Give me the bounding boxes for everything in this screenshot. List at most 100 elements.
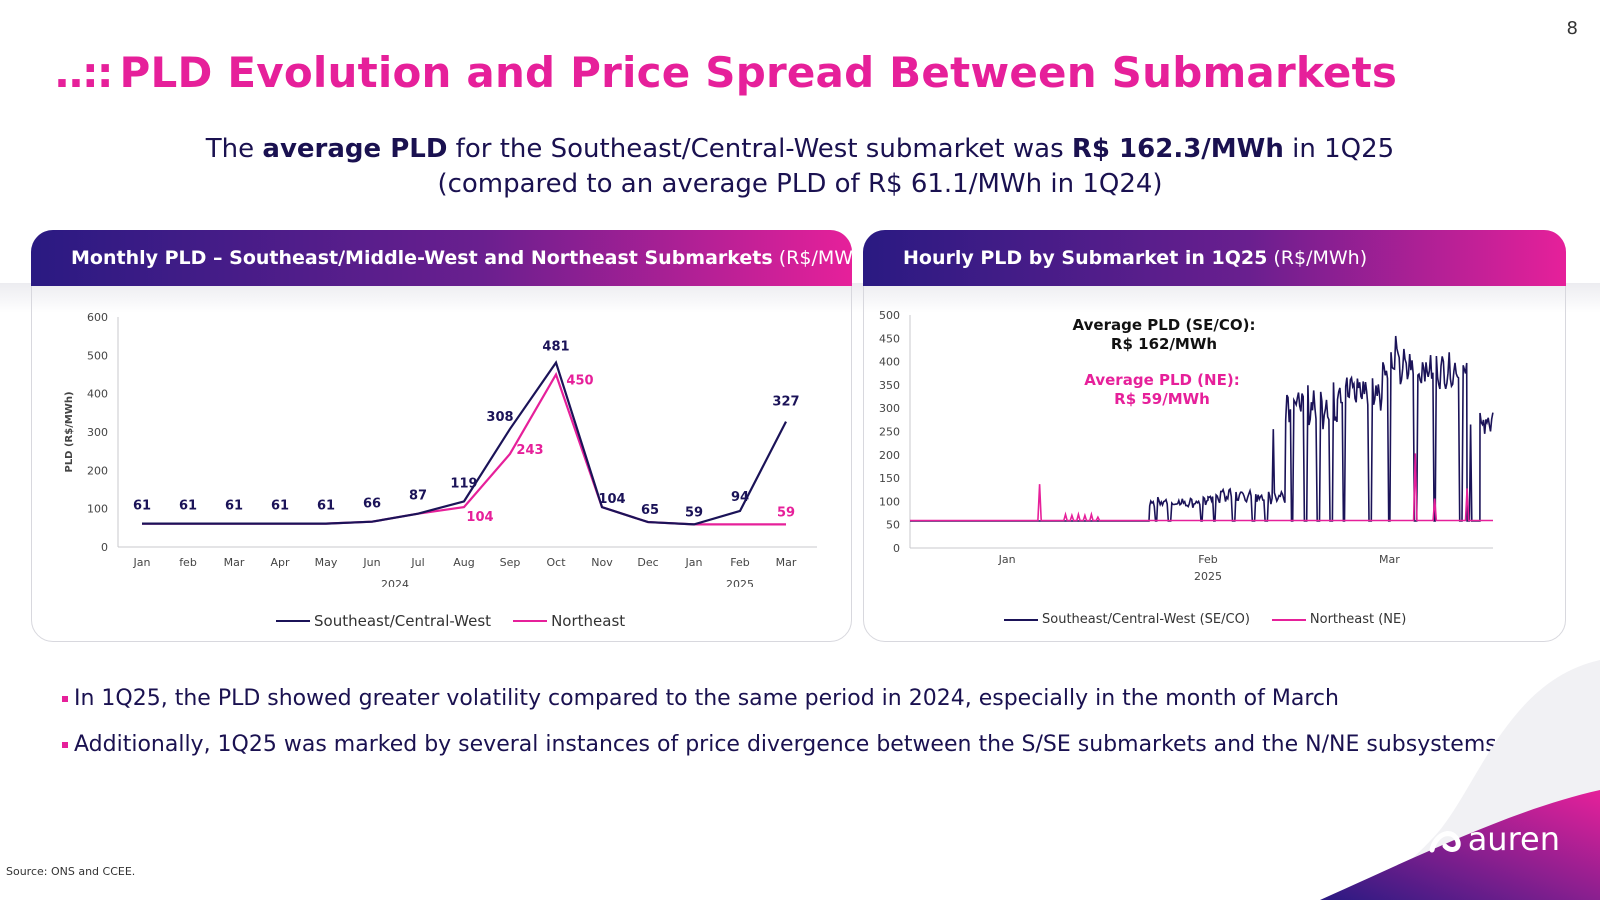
auren-logo-icon bbox=[1429, 831, 1461, 853]
x-tick-label: Jun bbox=[362, 556, 380, 569]
y-tick-label: 400 bbox=[879, 356, 900, 369]
title-dots: ..:: bbox=[54, 48, 113, 97]
annotation-se-co-label: Average PLD (SE/CO): bbox=[1073, 316, 1256, 334]
x-tick-label: Jan bbox=[998, 553, 1016, 566]
series-line-se-co bbox=[910, 335, 1494, 522]
y-tick-label: 250 bbox=[879, 426, 900, 439]
annotation-ne-value: R$ 59/MWh bbox=[1114, 390, 1210, 408]
y-tick-label: 300 bbox=[87, 426, 108, 439]
annotation-ne-label: Average PLD (NE): bbox=[1084, 371, 1239, 389]
x-tick-label: feb bbox=[179, 556, 197, 569]
summary-text: The average PLD for the Southeast/Centra… bbox=[0, 132, 1600, 202]
year-label: 2025 bbox=[1194, 570, 1222, 583]
brand-swoosh-decoration bbox=[1320, 660, 1600, 900]
y-tick-label: 500 bbox=[879, 309, 900, 322]
bullet-item: Additionally, 1Q25 was marked by several… bbox=[62, 732, 1497, 757]
y-tick-label: 50 bbox=[886, 519, 900, 532]
x-tick-label: Oct bbox=[546, 556, 566, 569]
data-label-northeast: 450 bbox=[566, 374, 593, 389]
data-label-southeast: 87 bbox=[409, 489, 427, 504]
bullet-list: In 1Q25, the PLD showed greater volatili… bbox=[62, 686, 1497, 778]
data-label-southeast: 119 bbox=[450, 476, 477, 491]
page-number: 8 bbox=[1566, 18, 1578, 39]
source-note: Source: ONS and CCEE. bbox=[6, 865, 136, 878]
series-line-ne bbox=[910, 453, 1493, 522]
hourly-pld-panel: Hourly PLD by Submarket in 1Q25 (R$/MWh)… bbox=[863, 230, 1566, 642]
page-title: ..:: PLD Evolution and Price Spread Betwe… bbox=[54, 48, 1397, 97]
legend-item-ne: Northeast bbox=[513, 612, 625, 630]
auren-logo: auren bbox=[1428, 820, 1560, 858]
bullet-marker bbox=[62, 741, 68, 748]
hourly-pld-chart: 0 50 100 150 200 250 300 350 400 450 500 Jan Feb Mar 2… bbox=[879, 309, 1494, 583]
y-axis-title: PLD (R$/MWh) bbox=[64, 391, 75, 472]
data-label-southeast: 308 bbox=[486, 410, 513, 425]
x-tick-label: Mar bbox=[1379, 553, 1400, 566]
x-tick-label: Nov bbox=[591, 556, 613, 569]
x-tick-label: Mar bbox=[776, 556, 797, 569]
monthly-pld-chart: 0 100 200 300 400 500 600 PLD (R$/MWh) Jan feb Mar… bbox=[64, 311, 817, 587]
x-tick-label: Jan bbox=[133, 556, 151, 569]
summary-part: for the Southeast/Central-West submarket… bbox=[447, 134, 1072, 164]
summary-line2: (compared to an average PLD of R$ 61.1/M… bbox=[437, 169, 1163, 199]
bullet-text: In 1Q25, the PLD showed greater volatili… bbox=[74, 686, 1339, 711]
x-tick-label: Sep bbox=[500, 556, 521, 569]
data-label-northeast: 59 bbox=[777, 505, 795, 520]
panel-title: Monthly PLD – Southeast/Middle-West and … bbox=[71, 247, 773, 269]
legend-label: Southeast/Central-West bbox=[314, 612, 492, 630]
legend-line bbox=[513, 620, 548, 622]
y-tick-label: 300 bbox=[879, 402, 900, 415]
x-tick-label: Feb bbox=[1198, 553, 1217, 566]
x-tick-label: Feb bbox=[730, 556, 749, 569]
data-label-northeast: 104 bbox=[466, 510, 493, 525]
data-label-southeast: 481 bbox=[542, 340, 569, 355]
x-tick-label: Mar bbox=[224, 556, 245, 569]
data-label-southeast: 61 bbox=[225, 499, 243, 514]
y-tick-label: 100 bbox=[879, 495, 900, 508]
x-tick-label: Aug bbox=[453, 556, 474, 569]
data-label-southeast: 327 bbox=[772, 395, 799, 410]
year-label: 2024 bbox=[381, 578, 409, 587]
legend-label: Southeast/Central-West (SE/CO) bbox=[1042, 612, 1250, 627]
y-tick-label: 150 bbox=[879, 472, 900, 485]
panel-header: Hourly PLD by Submarket in 1Q25 (R$/MWh) bbox=[863, 230, 1566, 286]
legend-line bbox=[1004, 618, 1038, 621]
bullet-marker bbox=[62, 695, 68, 702]
bullet-text: Additionally, 1Q25 was marked by several… bbox=[74, 732, 1497, 757]
data-label-southeast: 61 bbox=[179, 499, 197, 514]
data-label-southeast: 65 bbox=[641, 503, 659, 518]
x-tick-label: Dec bbox=[637, 556, 658, 569]
data-label-southeast: 66 bbox=[363, 497, 381, 512]
y-tick-label: 500 bbox=[87, 349, 108, 362]
summary-part: The bbox=[205, 134, 263, 164]
x-tick-label: May bbox=[315, 556, 338, 569]
panel-unit: (R$/MWh) bbox=[772, 247, 873, 269]
header-shadow bbox=[0, 283, 1600, 313]
annotation-se-co-value: R$ 162/MWh bbox=[1111, 335, 1217, 353]
data-label-southeast: 61 bbox=[317, 499, 335, 514]
data-label-northeast: 243 bbox=[516, 443, 543, 458]
y-tick-label: 200 bbox=[879, 449, 900, 462]
legend-item-se: Southeast/Central-West bbox=[276, 612, 491, 630]
data-label-southeast: 104 bbox=[598, 492, 625, 507]
year-label: 2025 bbox=[726, 578, 754, 587]
data-label-southeast: 61 bbox=[133, 499, 151, 514]
legend-line bbox=[1271, 618, 1306, 621]
y-tick-label: 350 bbox=[879, 379, 900, 392]
legend-label: Northeast (NE) bbox=[1309, 612, 1407, 627]
data-label-southeast: 94 bbox=[731, 490, 749, 505]
x-tick-label: Jul bbox=[410, 556, 424, 569]
logo-text: auren bbox=[1467, 820, 1560, 858]
summary-value: R$ 162.3/MWh bbox=[1071, 134, 1284, 164]
chart-legend: Southeast/Central-West (SE/CO) Northeast… bbox=[1004, 612, 1406, 627]
title-text: PLD Evolution and Price Spread Between S… bbox=[119, 48, 1398, 97]
series-line-southeast bbox=[142, 360, 787, 526]
chart-legend: Southeast/Central-West Northeast bbox=[276, 612, 625, 630]
y-tick-label: 200 bbox=[87, 464, 108, 477]
y-tick-label: 450 bbox=[879, 332, 900, 345]
legend-label: Northeast bbox=[551, 612, 626, 630]
legend-item-ne: Northeast (NE) bbox=[1271, 612, 1407, 627]
panel-unit: (R$/MWh) bbox=[1267, 247, 1368, 269]
legend-line bbox=[276, 620, 310, 622]
y-tick-label: 600 bbox=[87, 311, 108, 324]
x-tick-label: Jan bbox=[685, 556, 703, 569]
